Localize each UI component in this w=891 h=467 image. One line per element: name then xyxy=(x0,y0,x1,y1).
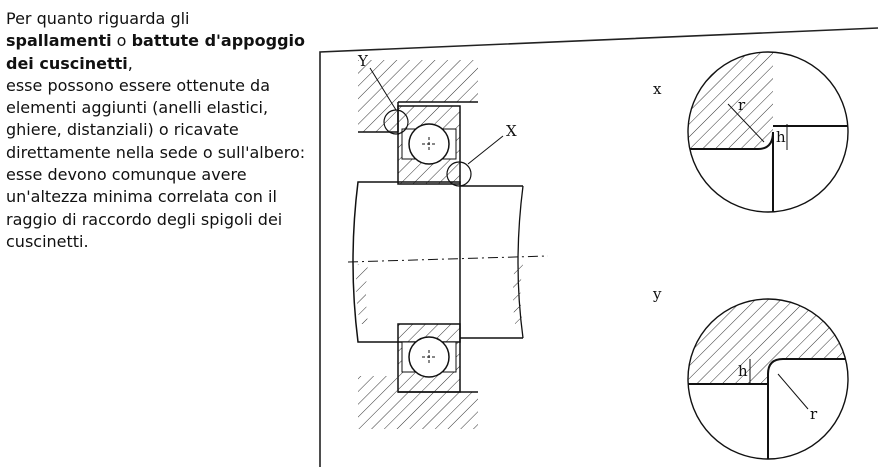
housing-top xyxy=(358,60,478,133)
label-r-top: r xyxy=(738,96,746,114)
conjunction-text: o xyxy=(111,31,132,51)
comma-text: , xyxy=(127,53,133,73)
label-X: X xyxy=(506,122,517,140)
body-text: esse possono essere ottenute da elementi… xyxy=(6,75,306,251)
bearing-bottom xyxy=(397,323,461,393)
detail-view-x: x r h xyxy=(653,51,849,213)
label-x: x xyxy=(653,80,662,98)
frame-border xyxy=(319,27,879,467)
bold-term-shoulders: spallamenti xyxy=(6,31,112,51)
label-y: y xyxy=(652,285,662,303)
bearing-top xyxy=(397,105,461,185)
housing-bottom xyxy=(358,376,478,429)
label-r-bottom: r xyxy=(810,405,818,423)
label-h-top: h xyxy=(776,128,786,146)
label-Y: Y xyxy=(357,52,369,70)
bold-term-bearing-stops: battute d'appoggio dei cuscinetti xyxy=(6,31,305,73)
detail-view-y: y r h xyxy=(652,285,849,460)
shaft xyxy=(347,181,549,343)
description-text: Per quanto riguarda gli spallamenti o ba… xyxy=(6,8,306,253)
detail-circle-X xyxy=(446,161,472,187)
intro-text: Per quanto riguarda gli xyxy=(6,9,190,28)
label-h-bottom: h xyxy=(738,362,748,380)
bearing-shoulder-drawing: Y X x r h y r h xyxy=(319,27,879,467)
